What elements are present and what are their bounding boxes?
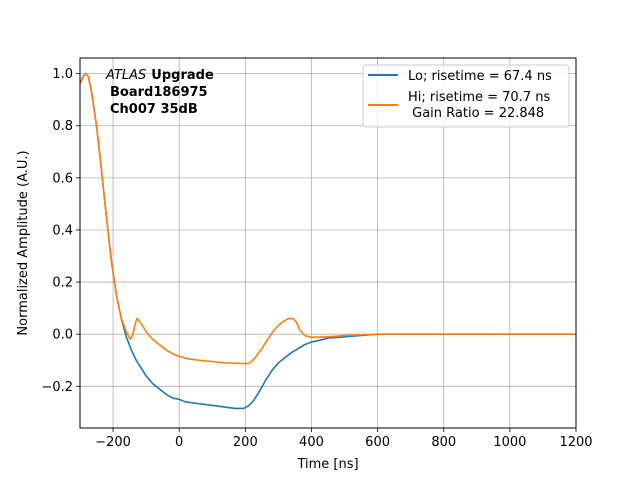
- y-tick-label: 0.0: [52, 328, 73, 343]
- y-tick-label: 0.4: [52, 223, 73, 238]
- legend-box: [362, 64, 570, 128]
- legend-label-hi-line: Gain Ratio = 22.848: [408, 106, 544, 121]
- y-axis-label: Normalized Amplitude (A.U.): [16, 150, 31, 335]
- y-tick-label: 0.8: [52, 119, 73, 134]
- y-tick-label: −0.2: [41, 380, 73, 395]
- annotation-upgrade: Upgrade: [151, 68, 214, 83]
- x-tick-label: 800: [431, 435, 456, 450]
- series-lines: [80, 72, 576, 410]
- x-tick-label: −200: [95, 435, 131, 450]
- y-tick-label: 0.6: [52, 171, 73, 186]
- legend-label-lo: Lo; risetime = 67.4 ns: [408, 69, 552, 84]
- legend: Lo; risetime = 67.4 ns Hi; risetime = 70…: [362, 64, 570, 128]
- annotation-line-1: ATLAS Upgrade: [105, 68, 214, 83]
- x-tick-label: 200: [233, 435, 258, 450]
- plot-frame: [79, 57, 577, 429]
- x-tick-label: 600: [365, 435, 390, 450]
- legend-label-hi-line: Hi; risetime = 70.7 ns: [408, 90, 550, 105]
- experiment-annotation: ATLAS Upgrade Board186975 Ch007 35dB: [105, 68, 214, 117]
- annotation-channel: Ch007 35dB: [110, 102, 198, 117]
- series-hi-line: [80, 72, 576, 365]
- axis-ticks: −200 0 200 400 600 800 1000 1200 −0.2 0.0 0.2 0.4 0.…: [41, 67, 592, 450]
- y-tick-label: 0.2: [52, 276, 73, 291]
- x-tick-label: 1200: [559, 435, 592, 450]
- annotation-board: Board186975: [110, 85, 208, 100]
- annotation-atlas: ATLAS: [105, 68, 146, 83]
- x-tick-label: 400: [299, 435, 324, 450]
- x-tick-label: 0: [175, 435, 183, 450]
- legend-label-hi: Hi; risetime = 70.7 ns Gain Ratio = 22.8…: [408, 90, 550, 121]
- x-tick-label: 1000: [493, 435, 526, 450]
- y-tick-label: 1.0: [52, 67, 73, 82]
- x-axis-label: Time [ns]: [296, 457, 358, 472]
